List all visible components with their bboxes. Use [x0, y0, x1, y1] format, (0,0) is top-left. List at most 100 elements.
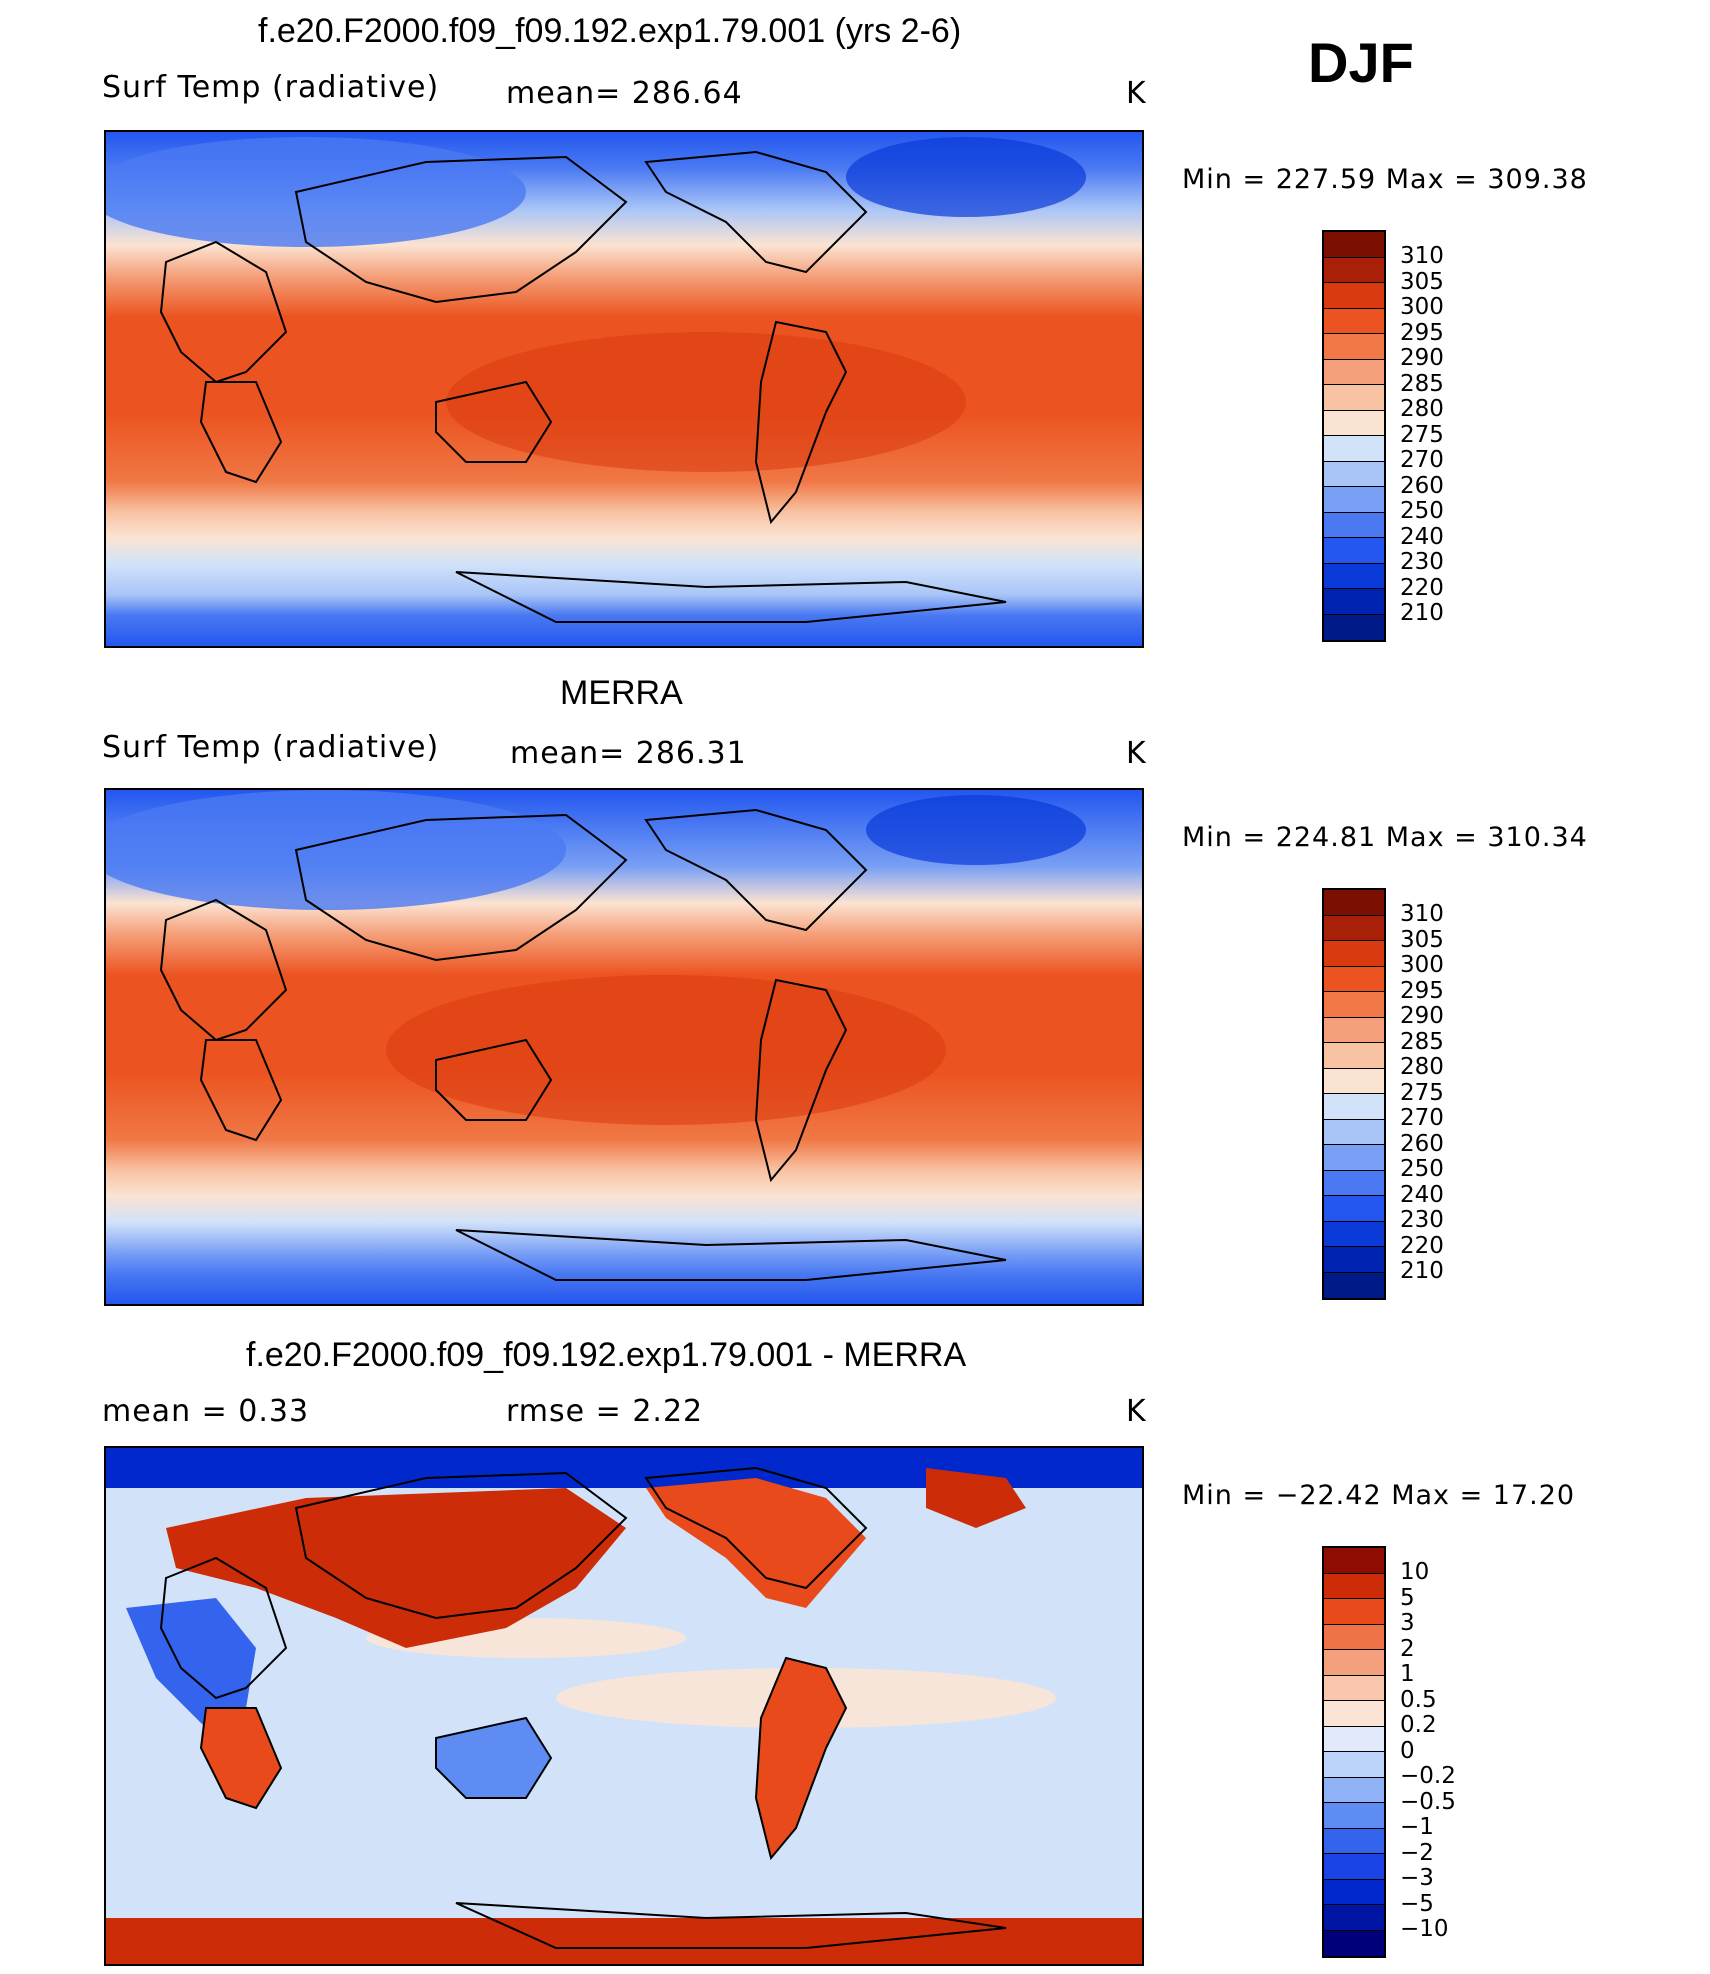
colorbar-tick-label: −0.5	[1400, 1788, 1456, 1815]
colorbar-tick-label: 210	[1400, 600, 1444, 626]
colorbar-segment	[1324, 1828, 1384, 1854]
colorbar-tick-label: −1	[1400, 1814, 1434, 1840]
colorbar-segment	[1324, 334, 1384, 360]
colorbar-model-bar	[1322, 230, 1386, 642]
colorbar-tick-label: 240	[1400, 1181, 1444, 1208]
colorbar-diff-bar	[1322, 1546, 1386, 1958]
colorbar-tick-label: 295	[1400, 977, 1444, 1004]
mean-label-diff: mean = 0.33	[102, 1394, 310, 1429]
colorbar-segment	[1324, 1701, 1384, 1727]
unit-label-model: K	[1126, 76, 1147, 111]
colorbar-segment	[1324, 1777, 1384, 1803]
colorbar-segment	[1324, 461, 1384, 487]
panel-title-obs: MERRA	[560, 674, 683, 712]
colorbar-tick-label: 220	[1400, 1232, 1444, 1259]
colorbar-segment	[1324, 308, 1384, 334]
colorbar-segment	[1324, 1930, 1384, 1956]
colorbar-segment	[1324, 283, 1384, 309]
colorbar-tick-label: −3	[1400, 1865, 1434, 1891]
colorbar-tick-label: 305	[1400, 926, 1444, 953]
colorbar-tick-label: −5	[1400, 1890, 1434, 1917]
colorbar-tick-label: 260	[1400, 472, 1444, 499]
colorbar-segment	[1324, 1221, 1384, 1247]
colorbar-segment	[1324, 1068, 1384, 1094]
colorbar-tick-label: 270	[1400, 447, 1444, 473]
colorbar-tick-label: 290	[1400, 1003, 1444, 1029]
colorbar-tick-label: 210	[1400, 1258, 1444, 1284]
colorbar-tick-label: 280	[1400, 1054, 1444, 1080]
colorbar-segment	[1324, 410, 1384, 436]
colorbar-segment	[1324, 1017, 1384, 1043]
map-merra-surface-temperature	[104, 788, 1144, 1306]
colorbar-segment	[1324, 538, 1384, 564]
season-label: DJF	[1308, 31, 1414, 94]
colorbar-tick-label: 275	[1400, 1079, 1444, 1106]
variable-label-obs: Surf Temp (radiative)	[102, 730, 440, 765]
coastlines-diff	[159, 1466, 1007, 1949]
rmse-label-diff: rmse = 2.22	[506, 1394, 704, 1429]
colorbar-segment	[1324, 1650, 1384, 1676]
colorbar-segment	[1324, 1854, 1384, 1880]
colorbar-tick-label: 260	[1400, 1130, 1444, 1157]
coastlines-model	[159, 150, 1007, 623]
colorbar-tick-label: 230	[1400, 1207, 1444, 1233]
colorbar-segment	[1324, 1196, 1384, 1222]
colorbar-segment	[1324, 1548, 1384, 1574]
colorbar-tick-label: 310	[1400, 243, 1444, 269]
colorbar-tick-label: 270	[1400, 1105, 1444, 1131]
colorbar-segment	[1324, 1599, 1384, 1625]
colorbar-tick-label: 290	[1400, 345, 1444, 371]
minmax-label-model: Min = 227.59 Max = 309.38	[1182, 164, 1588, 195]
colorbar-tick-label: 0.2	[1400, 1712, 1437, 1738]
colorbar-segment	[1324, 257, 1384, 283]
colorbar-segment	[1324, 589, 1384, 615]
colorbar-tick-label: 0.5	[1400, 1686, 1437, 1713]
colorbar-segment	[1324, 1803, 1384, 1829]
mean-label-obs: mean= 286.31	[510, 736, 747, 771]
colorbar-tick-label: −10	[1400, 1916, 1449, 1942]
colorbar-segment	[1324, 614, 1384, 640]
unit-label-diff: K	[1126, 1394, 1147, 1429]
coastlines-obs	[159, 808, 1007, 1281]
colorbar-tick-label: −0.2	[1400, 1763, 1456, 1789]
unit-label-obs: K	[1126, 736, 1147, 771]
panel-title-diff: f.e20.F2000.f09_f09.192.exp1.79.001 - ME…	[246, 1336, 967, 1374]
colorbar-tick-label: 250	[1400, 498, 1444, 524]
colorbar-segment	[1324, 1675, 1384, 1701]
colorbar-tick-label: 3	[1400, 1610, 1415, 1636]
colorbar-segment	[1324, 1043, 1384, 1069]
colorbar-segment	[1324, 1247, 1384, 1273]
colorbar-segment	[1324, 385, 1384, 411]
colorbar-segment	[1324, 232, 1384, 258]
map-diff-svg	[106, 1448, 1142, 1964]
map-model-surface-temperature	[104, 130, 1144, 648]
colorbar-tick-label: 250	[1400, 1156, 1444, 1182]
colorbar-tick-label: 305	[1400, 268, 1444, 295]
colorbar-segment	[1324, 487, 1384, 513]
colorbar-tick-label: 280	[1400, 396, 1444, 422]
colorbar-tick-label: 295	[1400, 319, 1444, 346]
map-model-svg	[106, 132, 1142, 646]
colorbar-tick-label: 220	[1400, 574, 1444, 601]
colorbar-segment	[1324, 1752, 1384, 1778]
colorbar-segment	[1324, 1573, 1384, 1599]
map-merra-svg	[106, 790, 1142, 1304]
colorbar-tick-label: 2	[1400, 1635, 1415, 1662]
colorbar-tick-label: 1	[1400, 1661, 1415, 1687]
colorbar-tick-label: 5	[1400, 1584, 1415, 1611]
colorbar-segment	[1324, 1170, 1384, 1196]
colorbar-tick-label: 0	[1400, 1737, 1415, 1764]
colorbar-segment	[1324, 890, 1384, 916]
colorbar-tick-label: −2	[1400, 1839, 1434, 1866]
colorbar-tick-label: 285	[1400, 370, 1444, 397]
colorbar-segment	[1324, 512, 1384, 538]
colorbar-segment	[1324, 436, 1384, 462]
colorbar-tick-label: 300	[1400, 294, 1444, 320]
minmax-label-obs: Min = 224.81 Max = 310.34	[1182, 822, 1588, 853]
colorbar-segment	[1324, 1094, 1384, 1120]
colorbar-segment	[1324, 1272, 1384, 1298]
map-difference	[104, 1446, 1144, 1966]
colorbar-segment	[1324, 992, 1384, 1018]
colorbar-tick-label: 230	[1400, 549, 1444, 575]
colorbar-tick-label: 310	[1400, 901, 1444, 927]
